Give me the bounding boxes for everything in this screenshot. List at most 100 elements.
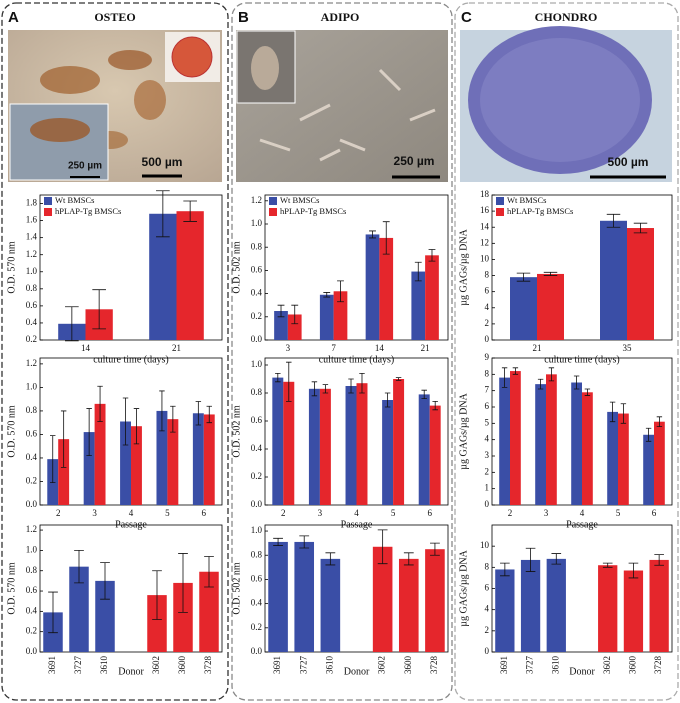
error-bar	[645, 427, 652, 442]
error-bar	[606, 213, 621, 228]
y-tick-label: 5	[485, 417, 490, 427]
x-axis-label: Donor	[344, 666, 370, 677]
legend-label: hPLAP-Tg BMSCs	[55, 206, 121, 216]
x-tick-label: 4	[129, 508, 134, 518]
y-tick-label: 1	[485, 483, 490, 493]
y-tick-label: 6	[485, 401, 490, 411]
y-tick-label: 1.0	[251, 218, 263, 228]
y-tick-label: 0.8	[26, 405, 38, 415]
error-bar	[60, 410, 67, 468]
y-tick-label: 0.4	[26, 317, 38, 327]
error-bar	[325, 552, 336, 566]
bar	[203, 414, 215, 505]
x-tick-label: 3	[318, 508, 323, 518]
x-axis-label: culture time (days)	[319, 354, 395, 365]
x-tick-label: 21	[172, 343, 181, 353]
y-tick-label: 1.2	[26, 358, 37, 368]
x-tick-label: 6	[427, 508, 432, 518]
x-tick-label: 3	[286, 343, 291, 353]
x-tick-label: 6	[652, 508, 657, 518]
bar	[308, 388, 320, 505]
bar	[425, 549, 445, 652]
error-bar	[633, 222, 648, 234]
bar	[618, 413, 629, 505]
bar	[272, 377, 284, 505]
error-bar	[403, 552, 414, 566]
x-tick-label: 35	[623, 343, 633, 353]
x-tick-label: 3728	[429, 656, 439, 675]
bar	[176, 211, 204, 340]
y-tick-label: 0.2	[251, 471, 262, 481]
bar	[582, 392, 593, 505]
bar	[382, 400, 394, 505]
plot-frame	[39, 194, 223, 341]
error-bar	[133, 408, 140, 445]
x-tick-label: 14	[81, 343, 91, 353]
bar	[192, 413, 204, 505]
y-tick-label: 9	[485, 352, 490, 362]
micrograph	[460, 26, 672, 182]
error-bar	[122, 397, 129, 446]
bar	[283, 381, 295, 505]
bar	[320, 558, 341, 652]
error-bar	[48, 591, 58, 634]
bar	[537, 273, 564, 340]
panel-letter: C	[461, 9, 472, 26]
x-tick-label: 6	[202, 508, 207, 518]
error-bar	[322, 384, 329, 394]
bar	[418, 394, 430, 505]
y-axis-label: O.D. 502 nm	[231, 562, 242, 614]
scale-bar-label: 500 µm	[142, 155, 183, 169]
y-tick-label: 1.4	[26, 232, 38, 242]
error-bar	[382, 221, 390, 255]
y-tick-label: 1.0	[26, 266, 38, 276]
y-tick-label: 10	[480, 254, 490, 264]
x-tick-label: 3727	[298, 656, 308, 675]
y-tick-label: 8	[485, 561, 490, 571]
x-axis-label: culture time (days)	[544, 354, 620, 365]
error-bar	[654, 554, 664, 566]
y-tick-label: 0.6	[251, 415, 263, 425]
bar	[510, 277, 537, 340]
x-axis-label: Donor	[569, 666, 595, 677]
y-tick-label: 3	[485, 450, 490, 460]
y-tick-label: 8	[485, 368, 490, 378]
y-tick-label: 0.4	[26, 452, 38, 462]
y-tick-label: 1.2	[251, 195, 262, 205]
bar	[156, 410, 168, 505]
panel-letter: B	[238, 9, 249, 26]
x-tick-label: 3691	[272, 656, 282, 674]
error-bar	[100, 562, 110, 600]
y-tick-label: 1.0	[26, 544, 38, 554]
x-tick-label: 5	[165, 508, 170, 518]
y-tick-label: 0.4	[251, 598, 263, 608]
bar	[398, 558, 419, 652]
bar	[95, 580, 115, 652]
bar	[600, 220, 627, 340]
y-tick-label: 1.6	[26, 215, 38, 225]
error-bar	[311, 381, 318, 397]
y-tick-label: 7	[485, 385, 490, 395]
x-tick-label: 4	[354, 508, 359, 518]
legend-swatch	[496, 208, 504, 216]
y-tick-label: 0.6	[251, 264, 263, 274]
y-tick-label: 4	[485, 604, 490, 614]
y-axis-label: µg GAGs/µg DNA	[458, 392, 469, 469]
error-bar	[512, 367, 519, 375]
legend-label: Wt BMSCs	[280, 195, 319, 205]
x-tick-label: 7	[331, 343, 336, 353]
x-tick-label: 21	[533, 343, 542, 353]
error-bar	[501, 367, 508, 388]
y-tick-label: 0.2	[26, 334, 37, 344]
error-bar	[500, 562, 510, 577]
legend-swatch	[269, 208, 277, 216]
error-bar	[537, 378, 544, 390]
y-axis-label: µg GAGs/µg DNA	[458, 549, 469, 626]
bar	[294, 541, 315, 652]
y-tick-label: 0.4	[251, 443, 263, 453]
bar	[287, 314, 302, 340]
x-tick-label: 4	[580, 508, 585, 518]
error-bar	[428, 249, 436, 262]
y-tick-label: 0.0	[251, 646, 263, 656]
